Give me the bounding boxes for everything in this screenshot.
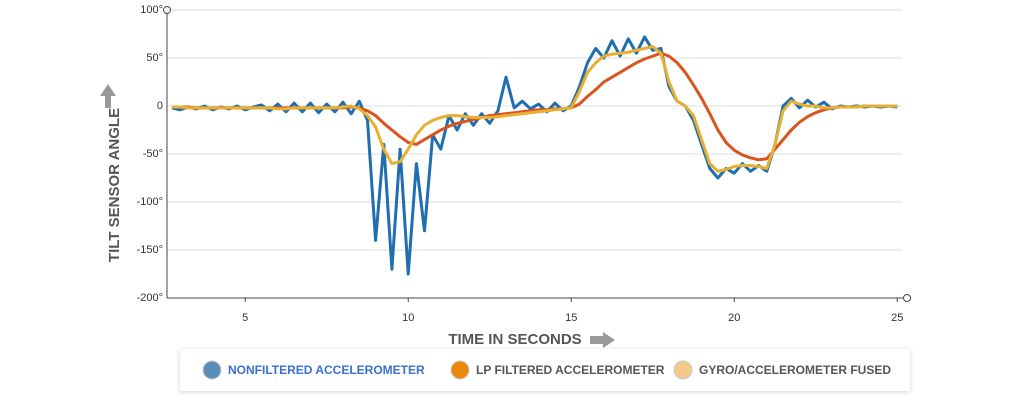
arrow-right	[590, 332, 615, 348]
legend-label: LP FILTERED ACCELEROMETER	[476, 363, 665, 377]
x-tick-label: 25	[891, 312, 903, 324]
y-tick-label: -150°	[137, 244, 163, 256]
x-label: TIME IN SECONDS	[448, 331, 581, 348]
x-tick-label: 5	[242, 312, 248, 324]
y-tick-label: 50°	[146, 52, 163, 64]
plot	[171, 35, 898, 276]
axis-end	[163, 6, 171, 14]
legend: NONFILTERED ACCELEROMETER LP FILTERED ACC…	[202, 360, 891, 380]
series-line	[171, 35, 898, 276]
legend-swatch	[202, 360, 222, 380]
y-tick-label: -50°	[143, 148, 163, 160]
y-label: TILT SENSOR ANGLE	[106, 108, 123, 262]
y-tick-label: 100°	[140, 4, 163, 16]
legend-label: NONFILTERED ACCELEROMETER	[228, 363, 425, 377]
y-tick-label: 0	[157, 100, 163, 112]
legend-label: GYRO/ACCELEROMETER FUSED	[699, 363, 891, 377]
arrow-up	[100, 84, 116, 108]
y-tick-label: -100°	[137, 196, 163, 208]
series-line	[171, 45, 898, 173]
legend-box	[180, 349, 910, 391]
x-tick-label: 15	[565, 312, 577, 324]
legend-swatch	[673, 360, 693, 380]
legend-swatch	[450, 360, 470, 380]
x-tick-label: 10	[402, 312, 414, 324]
axis-end	[903, 294, 911, 302]
x-tick-label: 20	[728, 312, 740, 324]
y-tick-label: -200°	[137, 292, 163, 304]
y-axis-title: TILT SENSOR ANGLE	[106, 108, 123, 262]
